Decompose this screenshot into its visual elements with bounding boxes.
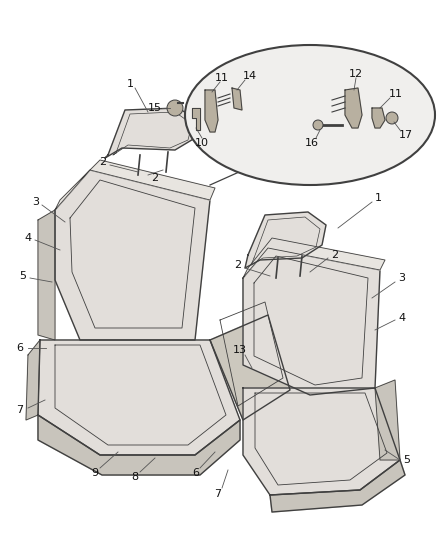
Text: 6: 6 (192, 468, 199, 478)
Circle shape (386, 112, 398, 124)
Polygon shape (105, 108, 198, 158)
Text: 13: 13 (233, 345, 247, 355)
Text: 4: 4 (399, 313, 406, 323)
Text: 8: 8 (131, 472, 138, 482)
Text: 1: 1 (374, 193, 381, 203)
Text: 2: 2 (99, 157, 106, 167)
Text: 4: 4 (25, 233, 32, 243)
Polygon shape (345, 88, 362, 128)
Polygon shape (55, 160, 215, 210)
Text: 7: 7 (215, 489, 222, 499)
Text: 16: 16 (305, 138, 319, 148)
Text: 6: 6 (17, 343, 24, 353)
Polygon shape (210, 315, 290, 420)
Text: 15: 15 (148, 103, 162, 113)
Text: 3: 3 (399, 273, 406, 283)
Polygon shape (243, 248, 380, 395)
Text: 5: 5 (403, 455, 410, 465)
Polygon shape (245, 212, 326, 268)
Polygon shape (270, 460, 405, 512)
Text: 7: 7 (17, 405, 24, 415)
Circle shape (167, 100, 183, 116)
Circle shape (313, 120, 323, 130)
Text: 11: 11 (215, 73, 229, 83)
Polygon shape (38, 210, 55, 340)
Polygon shape (243, 388, 400, 495)
Text: 5: 5 (20, 271, 27, 281)
Polygon shape (243, 238, 385, 278)
Polygon shape (38, 415, 240, 475)
Text: 14: 14 (243, 71, 257, 81)
Polygon shape (232, 88, 242, 110)
Polygon shape (55, 170, 210, 340)
Text: 9: 9 (92, 468, 99, 478)
Polygon shape (38, 340, 240, 455)
Polygon shape (192, 108, 200, 130)
Text: 12: 12 (349, 69, 363, 79)
Text: 11: 11 (389, 89, 403, 99)
Text: 3: 3 (32, 197, 39, 207)
Text: 2: 2 (332, 250, 339, 260)
Text: 17: 17 (399, 130, 413, 140)
Polygon shape (372, 108, 385, 128)
Text: 10: 10 (195, 138, 209, 148)
Polygon shape (205, 90, 218, 132)
Ellipse shape (185, 45, 435, 185)
Text: 1: 1 (127, 79, 134, 89)
Text: 2: 2 (234, 260, 242, 270)
Text: 2: 2 (152, 173, 159, 183)
Polygon shape (26, 340, 40, 420)
Polygon shape (375, 380, 400, 460)
